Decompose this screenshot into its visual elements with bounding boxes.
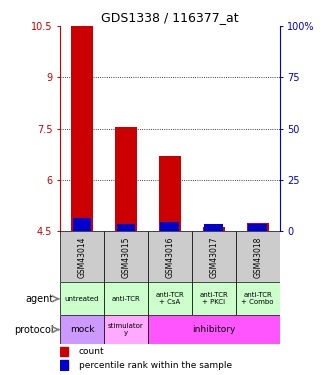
Bar xyxy=(104,231,148,282)
Bar xyxy=(247,223,269,231)
Bar xyxy=(203,227,225,231)
Text: GSM43016: GSM43016 xyxy=(165,236,174,278)
Text: percentile rank within the sample: percentile rank within the sample xyxy=(79,361,232,370)
Bar xyxy=(60,360,68,370)
Bar xyxy=(60,282,104,315)
Bar xyxy=(159,156,181,231)
Text: GSM43014: GSM43014 xyxy=(77,236,87,278)
Bar xyxy=(192,282,236,315)
Bar xyxy=(148,231,192,282)
Bar xyxy=(148,282,192,315)
Bar xyxy=(192,231,236,282)
Text: inhibitory: inhibitory xyxy=(192,325,235,334)
Bar xyxy=(104,282,148,315)
Bar xyxy=(60,346,68,356)
Bar xyxy=(117,224,135,231)
Bar xyxy=(73,217,91,231)
Bar xyxy=(71,26,93,231)
Text: anti-TCR
+ Combo: anti-TCR + Combo xyxy=(241,292,274,305)
Bar xyxy=(161,222,179,231)
Bar xyxy=(60,231,104,282)
Text: count: count xyxy=(79,347,104,356)
Text: anti-TCR
+ PKCi: anti-TCR + PKCi xyxy=(199,292,228,305)
Text: protocol: protocol xyxy=(14,325,53,334)
Bar xyxy=(248,224,267,231)
Text: agent: agent xyxy=(25,294,53,304)
Text: anti-TCR: anti-TCR xyxy=(112,296,140,302)
Bar xyxy=(60,315,104,344)
Bar xyxy=(104,315,148,344)
Text: anti-TCR
+ CsA: anti-TCR + CsA xyxy=(156,292,184,305)
Text: GSM43018: GSM43018 xyxy=(253,236,262,278)
Bar xyxy=(204,224,223,231)
Text: GSM43015: GSM43015 xyxy=(121,236,131,278)
Bar xyxy=(115,127,137,231)
Text: mock: mock xyxy=(70,325,94,334)
Title: GDS1338 / 116377_at: GDS1338 / 116377_at xyxy=(101,11,239,24)
Text: stimulator
y: stimulator y xyxy=(108,323,144,336)
Text: GSM43017: GSM43017 xyxy=(209,236,218,278)
Bar xyxy=(236,282,280,315)
Bar xyxy=(236,231,280,282)
Bar xyxy=(148,315,280,344)
Text: untreated: untreated xyxy=(65,296,99,302)
